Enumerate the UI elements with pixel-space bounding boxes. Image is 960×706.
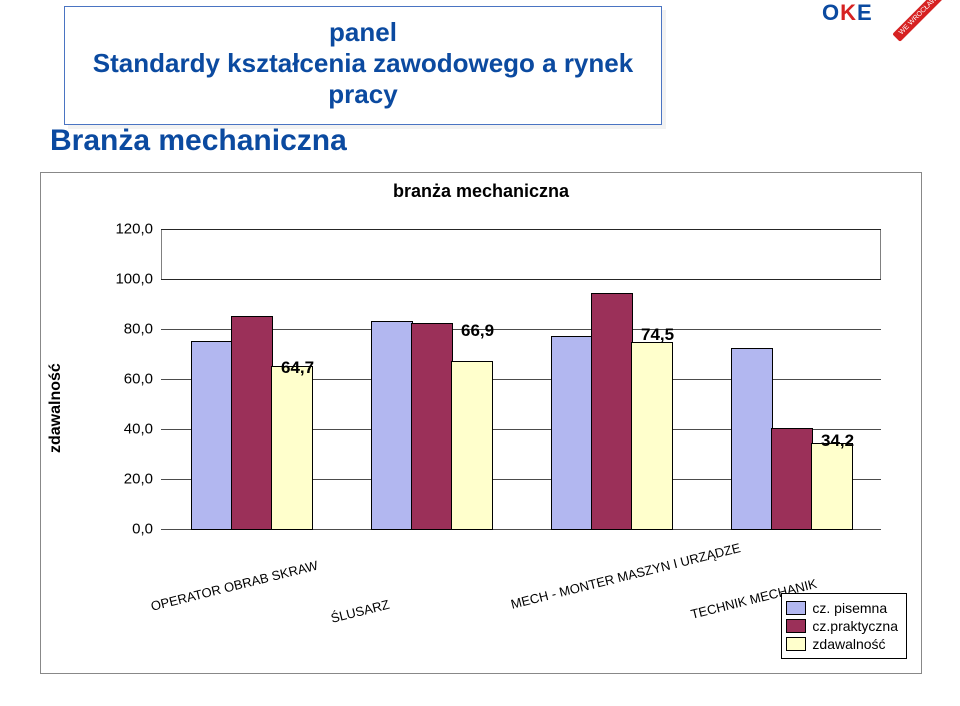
bar	[191, 341, 233, 531]
title-box: panel Standardy kształcenia zawodowego a…	[64, 6, 662, 125]
y-tick-label: 0,0	[99, 521, 153, 538]
category-labels: OPERATOR OBRAB SKRAWŚLUSARZMECH - MONTER…	[161, 541, 881, 661]
legend: cz. pisemna cz.praktyczna zdawalność	[781, 593, 907, 659]
logo-e: E	[857, 0, 873, 25]
bar	[371, 321, 413, 531]
chart-frame: branża mechaniczna zdawalność 0,0 20,0 40,…	[40, 172, 922, 674]
logo-text: OKE	[822, 0, 873, 25]
legend-row: cz. pisemna	[786, 600, 898, 616]
category-label: OPERATOR OBRAB SKRAW	[149, 558, 319, 614]
gridline	[161, 229, 881, 230]
category-label: MECH - MONTER MASZYN I URZĄDZE	[509, 540, 742, 612]
y-tick-label: 20,0	[99, 471, 153, 488]
y-tick-label: 80,0	[99, 321, 153, 338]
subtitle: Branża mechaniczna	[50, 124, 347, 158]
chart-title: branża mechaniczna	[41, 181, 921, 202]
legend-label: cz. pisemna	[812, 600, 887, 616]
legend-label: cz.praktyczna	[812, 618, 898, 634]
bar	[451, 361, 493, 530]
bar	[771, 428, 813, 530]
value-label: 66,9	[461, 321, 494, 341]
bar	[231, 316, 273, 531]
value-label: 74,5	[641, 325, 674, 345]
bar	[731, 348, 773, 530]
y-axis-label: zdawalność	[47, 363, 65, 453]
logo-k: K	[840, 0, 857, 25]
category-label: ŚLUSARZ	[329, 597, 391, 626]
bar	[271, 366, 313, 530]
y-tick-label: 100,0	[99, 271, 153, 288]
bar	[591, 293, 633, 530]
plot-wrap: 0,020,040,060,080,0100,0120,064,766,974,…	[161, 229, 881, 559]
value-label: 64,7	[281, 358, 314, 378]
slide: OKE WE WROCŁAWIU panel Standardy kształc…	[0, 0, 960, 706]
legend-label: zdawalność	[812, 636, 885, 652]
y-tick-label: 120,0	[99, 221, 153, 238]
value-label: 34,2	[821, 431, 854, 451]
title-line-2: Standardy kształcenia zawodowego a rynek…	[83, 48, 643, 110]
gridline	[161, 279, 881, 280]
title-line-1: panel	[83, 17, 643, 48]
legend-row: cz.praktyczna	[786, 618, 898, 634]
y-tick-label: 40,0	[99, 421, 153, 438]
bar	[811, 443, 853, 531]
inner-frame	[161, 229, 881, 280]
logo: OKE WE WROCŁAWIU	[822, 0, 942, 70]
bar	[411, 323, 453, 530]
bar	[551, 336, 593, 531]
y-tick-label: 60,0	[99, 371, 153, 388]
legend-swatch	[786, 637, 806, 651]
logo-o: O	[822, 0, 840, 25]
plot-area: 0,020,040,060,080,0100,0120,064,766,974,…	[161, 229, 881, 529]
logo-ribbon: WE WROCŁAWIU	[892, 0, 949, 42]
legend-swatch	[786, 601, 806, 615]
bar	[631, 342, 673, 530]
legend-swatch	[786, 619, 806, 633]
legend-row: zdawalność	[786, 636, 898, 652]
